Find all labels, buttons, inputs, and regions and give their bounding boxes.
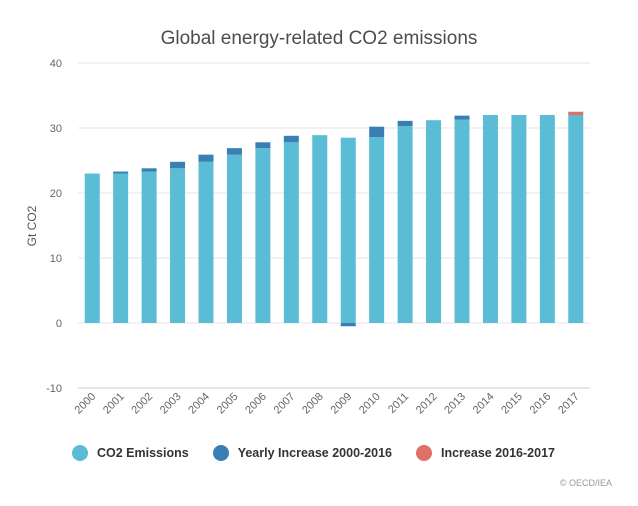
bar-2007-series-0 — [283, 142, 299, 323]
bar-2011-series-1 — [397, 120, 413, 127]
x-tick-label: 2004 — [186, 391, 212, 417]
x-tick-label: 2005 — [215, 391, 241, 417]
bars — [84, 111, 584, 327]
y-tick-label: 30 — [50, 123, 62, 135]
bar-2000-series-0 — [84, 173, 100, 323]
y-tick-label: 0 — [56, 318, 62, 330]
y-tick-label: 40 — [50, 58, 62, 70]
legend-label: Increase 2016-2017 — [441, 446, 555, 460]
legend-item[interactable]: Increase 2016-2017 — [416, 445, 555, 461]
bar-2005-series-1 — [226, 148, 242, 155]
legend-item[interactable]: Yearly Increase 2000-2016 — [212, 445, 392, 461]
bar-2010-series-1 — [369, 126, 385, 138]
x-tick-label: 2009 — [329, 391, 355, 417]
x-tick-label: 2002 — [129, 391, 155, 417]
y-tick-labels: -10 0 10 20 30 40 — [46, 58, 62, 395]
bar-2013-series-1 — [454, 115, 470, 120]
x-tick-label: 2017 — [556, 391, 582, 417]
x-tick-label: 2015 — [499, 391, 525, 417]
bar-2015-series-0 — [511, 115, 527, 323]
bar-2017-series-2 — [568, 111, 584, 115]
x-tick-label: 2000 — [73, 391, 99, 417]
bar-2017-series-0 — [568, 115, 584, 323]
y-tick-label: 10 — [50, 253, 62, 265]
legend-label: Yearly Increase 2000-2016 — [237, 446, 392, 460]
bar-2007-series-1 — [283, 135, 299, 143]
x-tick-label: 2012 — [414, 391, 440, 417]
bar-2002-series-1 — [141, 168, 157, 172]
credit: © OECD/IEA — [559, 478, 612, 488]
x-tick-label: 2014 — [471, 391, 497, 417]
bar-2012-series-0 — [426, 120, 442, 323]
bar-2004-series-1 — [198, 154, 214, 162]
grid-lines — [78, 62, 590, 389]
bar-2001-series-0 — [113, 173, 129, 323]
bar-2009-series-1 — [340, 323, 356, 327]
chart-title: Global energy-related CO2 emissions — [160, 28, 478, 49]
bar-2004-series-0 — [198, 161, 214, 323]
x-tick-label: 2011 — [386, 391, 411, 416]
y-tick-label: 20 — [50, 188, 62, 200]
bar-2016-series-0 — [539, 115, 555, 323]
bar-2006-series-0 — [255, 148, 271, 323]
legend: CO2 Emissions Yearly Increase 2000-2016 In… — [72, 445, 579, 461]
x-tick-label: 2006 — [243, 391, 269, 417]
x-tick-label: 2007 — [272, 391, 298, 417]
bar-2010-series-0 — [369, 137, 385, 323]
legend-item[interactable]: CO2 Emissions — [72, 445, 189, 461]
bar-2001-series-1 — [113, 171, 129, 174]
bar-2011-series-0 — [397, 126, 413, 323]
x-tick-label: 2013 — [442, 391, 468, 417]
bar-2003-series-1 — [170, 161, 186, 169]
bar-2014-series-0 — [482, 115, 498, 323]
bar-2005-series-0 — [226, 154, 242, 323]
x-tick-label: 2001 — [101, 391, 127, 417]
legend-swatch — [212, 445, 229, 461]
legend-swatch — [416, 445, 432, 461]
x-tick-label: 2008 — [300, 391, 326, 417]
y-axis-label: Gt CO2 — [25, 205, 39, 246]
x-tick-labels: 2000 2001 2002 2003 2004 2005 2006 2007 2008 2009… — [73, 391, 582, 417]
bar-2013-series-0 — [454, 119, 470, 323]
x-tick-label: 2010 — [357, 391, 383, 417]
bar-2008-series-0 — [312, 135, 328, 323]
bar-2006-series-1 — [255, 142, 271, 149]
y-tick-label: -10 — [46, 383, 62, 395]
legend-swatch — [72, 445, 88, 461]
legend-label: CO2 Emissions — [97, 446, 189, 460]
bar-2009-series-0 — [340, 137, 356, 323]
x-tick-label: 2016 — [528, 391, 554, 417]
bar-2002-series-0 — [141, 171, 157, 323]
x-tick-label: 2003 — [158, 391, 184, 417]
bar-2003-series-0 — [170, 168, 186, 323]
